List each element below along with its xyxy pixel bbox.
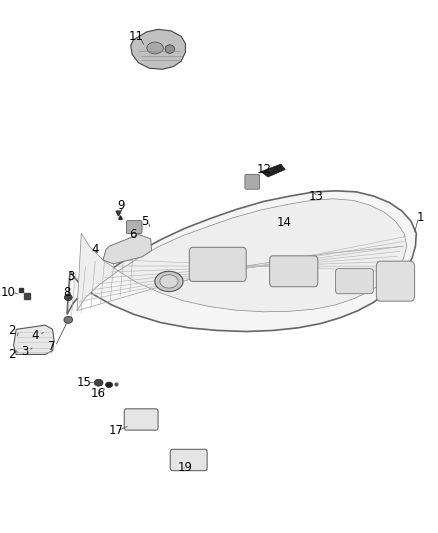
- Polygon shape: [103, 235, 152, 264]
- Text: 15: 15: [77, 376, 92, 389]
- Ellipse shape: [165, 45, 175, 53]
- Text: 14: 14: [276, 216, 291, 229]
- Text: 19: 19: [178, 462, 193, 474]
- Text: 5: 5: [141, 215, 149, 228]
- Ellipse shape: [64, 316, 73, 323]
- FancyBboxPatch shape: [270, 256, 318, 287]
- Polygon shape: [14, 325, 54, 354]
- Text: 10: 10: [1, 286, 16, 298]
- Text: 8: 8: [63, 286, 71, 298]
- Ellipse shape: [147, 42, 163, 54]
- Polygon shape: [261, 164, 285, 177]
- Text: 11: 11: [129, 30, 144, 43]
- Polygon shape: [131, 29, 185, 69]
- Text: 2: 2: [8, 324, 16, 337]
- Text: 12: 12: [257, 163, 272, 176]
- Text: 6: 6: [130, 228, 137, 241]
- Text: 7: 7: [48, 340, 56, 353]
- FancyBboxPatch shape: [336, 269, 373, 294]
- Ellipse shape: [106, 382, 113, 387]
- Text: 17: 17: [109, 424, 124, 437]
- Polygon shape: [77, 199, 407, 312]
- Text: 4: 4: [92, 243, 99, 256]
- FancyBboxPatch shape: [170, 449, 207, 471]
- Ellipse shape: [160, 275, 178, 288]
- Polygon shape: [67, 191, 416, 332]
- Ellipse shape: [155, 271, 183, 292]
- FancyBboxPatch shape: [127, 221, 142, 233]
- Text: 2: 2: [8, 348, 16, 361]
- Text: 4: 4: [32, 329, 39, 342]
- Text: 3: 3: [67, 270, 75, 282]
- FancyBboxPatch shape: [245, 174, 260, 189]
- FancyBboxPatch shape: [376, 261, 414, 301]
- Text: 9: 9: [117, 199, 125, 212]
- Text: 1: 1: [417, 211, 424, 224]
- FancyBboxPatch shape: [189, 247, 246, 281]
- Text: 3: 3: [21, 345, 28, 358]
- Text: 16: 16: [91, 387, 106, 400]
- Ellipse shape: [64, 294, 72, 301]
- FancyBboxPatch shape: [124, 409, 158, 430]
- Ellipse shape: [94, 379, 103, 386]
- Text: 13: 13: [309, 190, 324, 203]
